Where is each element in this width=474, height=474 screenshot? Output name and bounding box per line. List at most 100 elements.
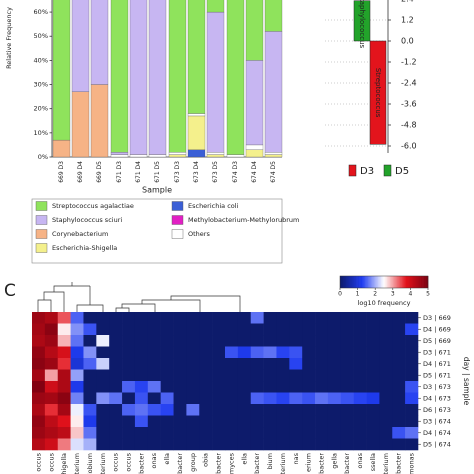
column-label: gella: [330, 453, 338, 469]
column-label: monas: [408, 452, 416, 474]
colorbar-step: [423, 276, 426, 288]
heatmap-cell: [212, 392, 226, 405]
heatmap-cell: [199, 369, 213, 382]
column-label: occus: [125, 452, 133, 471]
heatmap-cell: [366, 392, 380, 405]
y-tick-label: 40%: [34, 56, 48, 64]
heatmap-cell: [83, 358, 97, 370]
legend-frame: [31, 198, 283, 264]
heatmap-cell: [57, 312, 71, 324]
heatmap-cell: [225, 323, 239, 336]
heatmap-cell: [405, 404, 419, 416]
heatmap-cell: [186, 381, 200, 393]
heatmap-cell: [96, 381, 110, 393]
legend-label: Escherichia coli: [188, 202, 239, 210]
heatmap-cell: [212, 427, 226, 439]
bar-segment: [264, 152, 283, 155]
heatmap-cell: [122, 427, 136, 439]
colorbar-step: [406, 276, 408, 288]
row-label: D3 | 669: [423, 314, 451, 322]
heatmap-cell: [263, 381, 277, 393]
heatmap-cell: [122, 312, 136, 324]
heatmap-cell: [250, 404, 264, 416]
heatmap-cell: [237, 335, 252, 347]
heatmap-cell: [83, 323, 97, 336]
heatmap-cell: [83, 369, 97, 382]
heatmap-cell: [122, 415, 136, 428]
heatmap-cell: [173, 404, 187, 416]
row-label: D5 | 669: [423, 337, 451, 345]
heatmap-cell: [237, 346, 252, 359]
heatmap-cell: [315, 415, 329, 428]
heatmap-cell: [225, 335, 239, 347]
y-tick-label: 60%: [34, 8, 48, 16]
colorbar-step: [401, 276, 404, 288]
heatmap-cell: [327, 415, 342, 428]
heatmap-cell: [315, 392, 329, 405]
legend-label: D3: [360, 166, 374, 177]
legend-label: Others: [188, 230, 210, 238]
heatmap-cell: [160, 392, 174, 405]
legend-label: Streptococcus agalactiae: [52, 202, 134, 210]
heatmap-cell: [44, 312, 59, 324]
heatmap-cell: [199, 358, 213, 370]
colorbar-step: [345, 276, 348, 288]
heatmap-cell: [173, 427, 187, 439]
column-label: ella: [240, 453, 248, 465]
heatmap-cell: [109, 392, 123, 405]
heatmap-cell: [237, 323, 252, 336]
heatmap-cell: [366, 404, 380, 416]
bar-segment: [110, 154, 129, 158]
heatmap-cell: [405, 323, 419, 336]
colorbar-label: log10 frequency: [358, 299, 411, 307]
row-label: D4 | 669: [423, 325, 451, 333]
colorbar-step: [376, 276, 379, 288]
heatmap-cell: [392, 369, 406, 382]
x-tick-label: 673 D3: [174, 161, 181, 183]
x-tick-label: 673 D4: [193, 161, 200, 183]
heatmap-cell: [315, 312, 329, 324]
colorbar-step: [420, 276, 423, 288]
heatmap-cell: [327, 392, 342, 405]
heatmap-cell: [392, 438, 406, 451]
heatmap-cell: [225, 369, 239, 382]
bar-segment: [90, 84, 109, 158]
heatmap-cell: [160, 415, 174, 428]
colorbar-step: [389, 276, 392, 288]
heatmap-cell: [379, 427, 393, 439]
colorbar-frame: [339, 275, 429, 289]
heatmap-cell: [302, 346, 316, 359]
heatmap-cell: [160, 427, 174, 439]
heatmap-cell: [225, 404, 239, 416]
legend-swatch: [383, 164, 392, 177]
heatmap-cell: [302, 427, 316, 439]
colorbar-step: [348, 276, 351, 288]
colorbar-step: [416, 276, 419, 288]
row-label: D4 | 674: [423, 429, 451, 437]
heatmap-cell: [44, 369, 59, 382]
heatmap-cell: [340, 358, 354, 370]
heatmap-cell: [353, 369, 367, 382]
heatmap-cell: [173, 312, 187, 324]
colorbar-step: [340, 276, 342, 288]
y-tick-label: 10%: [34, 129, 48, 137]
heatmap-cell: [276, 415, 290, 428]
heatmap-cell: [237, 312, 252, 324]
heatmap-cell: [70, 438, 84, 451]
heatmap-cell: [173, 335, 187, 347]
heatmap-cell: [212, 346, 226, 359]
heatmap-cell: [250, 335, 264, 347]
heatmap-cell: [122, 323, 136, 336]
heatmap-cell: [366, 312, 380, 324]
heatmap-cell: [212, 335, 226, 347]
heatmap-cell: [96, 323, 110, 336]
legend-swatch: [35, 201, 48, 211]
heatmap-cell: [186, 335, 200, 347]
heatmap-cell: [250, 381, 264, 393]
bar-label: Staphylococcus: [358, 0, 366, 49]
heatmap-cell: [315, 369, 329, 382]
colorbar-step: [354, 276, 357, 288]
heatmap-cell: [366, 438, 380, 451]
heatmap-cell: [366, 323, 380, 336]
bar-segment: [52, 139, 71, 158]
